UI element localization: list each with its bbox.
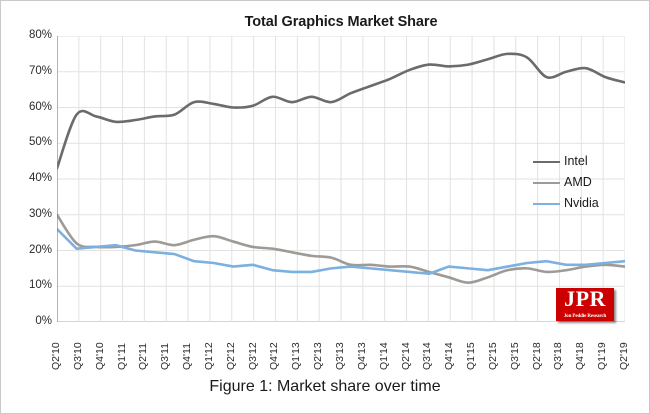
x-tick-label: Q1'19 bbox=[596, 342, 609, 370]
legend-swatch-intel bbox=[533, 160, 560, 163]
x-tick-label: Q1'12 bbox=[202, 342, 215, 370]
x-tick-label: Q4'11 bbox=[181, 343, 194, 370]
x-tick-label: Q3'11 bbox=[159, 343, 172, 370]
y-tick-label: 50% bbox=[28, 136, 52, 149]
jpr-logo: JPR Jon Peddie Research bbox=[556, 288, 614, 321]
y-tick-label: 10% bbox=[28, 279, 52, 292]
figure-caption: Figure 1: Market share over time bbox=[209, 378, 441, 395]
x-tick-label: Q2'18 bbox=[530, 342, 543, 370]
x-axis: Q2'10 Q3'10 Q4'10 Q1'11 Q2'11 Q3'11 Q4'11 Q1'12… bbox=[50, 324, 630, 372]
x-tick-label: Q3'12 bbox=[246, 342, 259, 370]
legend-item-amd[interactable]: AMD bbox=[533, 172, 629, 193]
jpr-logo-mark: JPR bbox=[564, 288, 606, 311]
x-tick-label: Q1'13 bbox=[290, 342, 303, 370]
plot-svg bbox=[57, 36, 625, 322]
y-tick-label: 70% bbox=[28, 64, 52, 77]
x-tick-label: Q4'12 bbox=[268, 342, 281, 370]
legend-item-intel[interactable]: Intel bbox=[533, 151, 629, 172]
y-tick-label: 40% bbox=[28, 172, 52, 184]
series-line-nvidia bbox=[57, 227, 625, 276]
chart-area: Total Graphics Market Share 80% 70% 60% 50%… bbox=[0, 0, 630, 372]
gridlines bbox=[57, 36, 625, 322]
plot-area bbox=[57, 36, 625, 322]
legend-swatch-amd bbox=[533, 181, 560, 184]
x-tick-label: Q3'14 bbox=[421, 342, 434, 370]
x-tick-label: Q4'18 bbox=[574, 342, 587, 370]
x-tick-label: Q1'14 bbox=[377, 342, 390, 370]
x-tick-label: Q1'11 bbox=[115, 343, 128, 370]
x-tick-label: Q4'14 bbox=[443, 342, 456, 370]
y-tick-label: 30% bbox=[28, 207, 52, 220]
legend-label: Nvidia bbox=[564, 196, 599, 211]
x-tick-label: Q3'10 bbox=[71, 342, 84, 370]
x-tick-label: Q2'19 bbox=[618, 342, 630, 370]
x-tick-label: Q2'11 bbox=[137, 343, 150, 370]
legend-swatch-nvidia bbox=[533, 202, 560, 205]
x-tick-label: Q2'10 bbox=[50, 342, 62, 370]
chart-legend: Intel AMD Nvidia bbox=[533, 151, 629, 214]
legend-label: Intel bbox=[564, 154, 588, 169]
x-tick-label: Q1'15 bbox=[465, 342, 478, 370]
x-tick-label: Q3'18 bbox=[552, 342, 565, 370]
x-tick-label: Q4'13 bbox=[355, 342, 368, 370]
y-tick-label: 80% bbox=[28, 29, 52, 41]
x-tick-label: Q3'13 bbox=[334, 342, 346, 370]
x-tick-label: Q2'13 bbox=[312, 342, 325, 370]
y-tick-label: 20% bbox=[28, 243, 52, 256]
series-line-amd bbox=[57, 213, 625, 284]
series-line-intel bbox=[57, 52, 625, 170]
y-tick-label: 0% bbox=[35, 315, 52, 327]
y-axis: 80% 70% 60% 50% 40% 30% 20% 10% 0% bbox=[0, 0, 52, 330]
y-tick-label: 60% bbox=[28, 100, 52, 113]
series-lines bbox=[57, 52, 625, 284]
x-tick-label: Q2'15 bbox=[486, 342, 499, 370]
legend-label: AMD bbox=[564, 175, 592, 190]
x-tick-label: Q3'15 bbox=[508, 342, 521, 370]
x-tick-label: Q2'12 bbox=[224, 342, 237, 370]
x-tick-label: Q4'10 bbox=[93, 342, 106, 370]
chart-title: Total Graphics Market Share bbox=[244, 14, 438, 30]
jpr-logo-subtitle: Jon Peddie Research bbox=[563, 314, 607, 319]
legend-item-nvidia[interactable]: Nvidia bbox=[533, 193, 629, 214]
x-tick-label: Q2'14 bbox=[399, 342, 412, 370]
